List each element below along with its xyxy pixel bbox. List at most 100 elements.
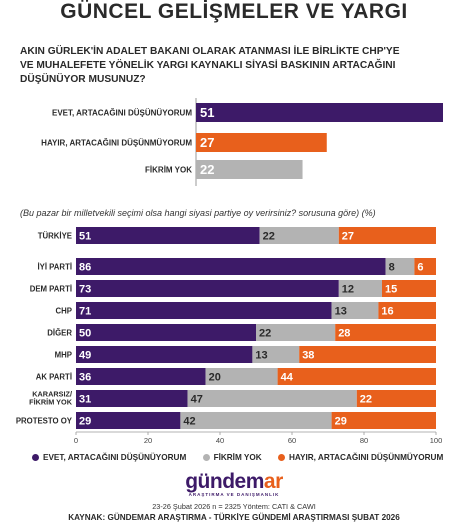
legend-label-evet: EVET, ARTACAĞINI DÜŞÜNÜYORUM	[43, 453, 187, 462]
page-title: GÜNCEL GELİŞMELER VE YARGI	[60, 0, 408, 23]
stacked-bar-segment	[76, 227, 260, 244]
segment-value: 50	[79, 328, 91, 340]
segment-value: 49	[79, 350, 91, 362]
segment-value: 31	[79, 394, 91, 406]
legend-label-hayir: HAYIR, ARTACAĞINI DÜŞÜNMÜYORUM	[288, 453, 444, 462]
stacked-bar-segment	[385, 258, 415, 275]
row-label: İYİ PARTİ	[37, 263, 72, 272]
row-label: CHP	[56, 307, 72, 316]
chart-note: (Bu pazar bir milletvekili seçimi olsa h…	[20, 208, 376, 218]
segment-value: 29	[79, 416, 91, 428]
segment-value: 13	[335, 306, 347, 318]
stacked-bar-segment	[76, 390, 188, 407]
stacked-bar-segment	[331, 412, 436, 429]
q1-bar-value: 27	[200, 135, 214, 150]
stacked-bar-segment	[76, 412, 181, 429]
row-label: AK PARTİ	[36, 373, 72, 382]
q1-category-label: EVET, ARTACAĞINI DÜŞÜNÜYORUM	[52, 109, 192, 118]
segment-value: 12	[342, 284, 354, 296]
segment-value: 22	[360, 394, 372, 406]
segment-value: 8	[389, 262, 395, 274]
stacked-bar-segment	[76, 346, 253, 363]
q1-bar-value: 51	[200, 105, 214, 120]
stacked-bar-segment	[187, 390, 357, 407]
legend-swatch-evet	[32, 453, 39, 461]
segment-value: 73	[79, 284, 91, 296]
x-tick-label: 80	[360, 436, 368, 445]
segment-value: 13	[255, 350, 267, 362]
stacked-bar-segment	[378, 302, 436, 319]
x-tick-label: 60	[288, 436, 296, 445]
segment-value: 20	[209, 372, 221, 384]
row-label: TÜRKİYE	[38, 232, 72, 241]
segment-value: 27	[342, 231, 354, 243]
stacked-bar-segment	[205, 368, 278, 385]
segment-value: 29	[335, 416, 347, 428]
x-tick-label: 20	[144, 436, 152, 445]
row-label: DİĞER	[47, 329, 72, 338]
segment-value: 44	[281, 372, 294, 384]
legend-item-hayir: HAYIR, ARTACAĞINI DÜŞÜNMÜYORUM	[277, 453, 444, 462]
segment-value: 22	[259, 328, 271, 340]
stacked-bar-segment	[277, 368, 436, 385]
stacked-bar-segment	[76, 302, 332, 319]
question-text: AKIN GÜRLEK'İN ADALET BAKANI OLARAK ATAN…	[20, 45, 460, 87]
logo-part-2: ar	[263, 470, 283, 493]
stacked-bar-segment	[76, 324, 256, 341]
stacked-bar-segment	[414, 258, 436, 275]
x-tick-label: 100	[430, 436, 443, 445]
q1-category-label: FİKRİM YOK	[145, 166, 192, 175]
q1-bar-value: 22	[200, 162, 214, 177]
source-line: KAYNAK: GÜNDEMAR ARAŞTIRMA - TÜRKİYE GÜN…	[68, 513, 400, 522]
stacked-bar-segment	[76, 368, 206, 385]
q1-bar	[196, 133, 327, 152]
row-label: KARARSIZ/	[32, 390, 72, 399]
stacked-bar-segment	[338, 280, 382, 297]
stacked-bar-segment	[252, 346, 300, 363]
segment-value: 47	[191, 394, 203, 406]
segment-value: 71	[79, 306, 91, 318]
survey-meta: 23-26 Şubat 2026 n = 2325 Yöntem: CATI &…	[152, 502, 316, 511]
stacked-bar-segment	[299, 346, 436, 363]
row-label: FİKRİM YOK	[29, 398, 73, 407]
q1-category-label: HAYIR, ARTACAĞINI DÜŞÜNMÜYORUM	[41, 139, 192, 148]
legend-swatch-fikrim-yok	[202, 453, 210, 461]
segment-value: 36	[79, 372, 91, 384]
row-label: PROTESTO OY	[16, 417, 73, 426]
stacked-bar-segment	[338, 227, 436, 244]
row-label: MHP	[55, 351, 72, 360]
stacked-bar-segment	[356, 390, 436, 407]
segment-value: 28	[338, 328, 350, 340]
stacked-bar-segment	[382, 280, 436, 297]
logo-wordmark: gündemar	[0, 470, 468, 493]
legend-label-fikrim-yok: FİKRİM YOK	[213, 453, 262, 462]
logo-part-1: gündem	[185, 470, 264, 493]
stacked-bar-segment	[335, 324, 436, 341]
q1-bar	[196, 103, 443, 122]
segment-value: 86	[79, 262, 91, 274]
logo-tagline: ARAŞTIRMA VE DANIŞMANLIK	[188, 492, 280, 497]
segment-value: 38	[302, 350, 314, 362]
segment-value: 42	[183, 416, 195, 428]
question-line: DÜŞÜNÜYOR MUSUNUZ?	[20, 74, 146, 85]
stacked-bar-segment	[259, 227, 339, 244]
chart-legend: EVET, ARTACAĞINI DÜŞÜNÜYORUM FİKRİM YOK …	[32, 453, 457, 462]
q1-bar	[196, 160, 303, 179]
stacked-bar-segment	[76, 280, 339, 297]
segment-value: 51	[79, 231, 91, 243]
question-line: AKIN GÜRLEK'İN ADALET BAKANI OLARAK ATAN…	[20, 46, 400, 57]
brand-logo: gündemar ARAŞTIRMA VE DANIŞMANLIK	[0, 470, 468, 497]
legend-item-fikrim-yok: FİKRİM YOK	[202, 453, 262, 462]
x-tick-label: 40	[216, 436, 224, 445]
segment-value: 16	[381, 306, 393, 318]
segment-value: 6	[417, 262, 423, 274]
stacked-bar-segment	[256, 324, 336, 341]
x-tick-label: 0	[74, 436, 78, 445]
legend-item-evet: EVET, ARTACAĞINI DÜŞÜNÜYORUM	[32, 453, 186, 462]
question-line: VE MUHALEFETE YÖNELİK YARGI KAYNAKLI SİY…	[20, 60, 396, 71]
stacked-bar-segment	[331, 302, 379, 319]
segment-value: 22	[263, 231, 275, 243]
row-label: DEM PARTİ	[30, 285, 72, 294]
stacked-bar-segment	[180, 412, 332, 429]
